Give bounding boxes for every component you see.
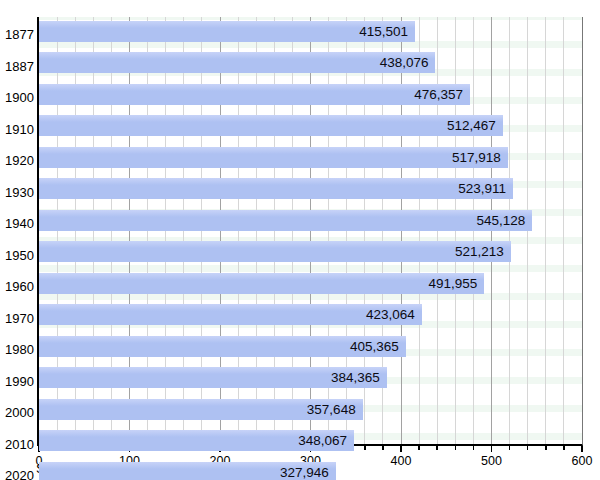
x-tick — [382, 446, 384, 450]
y-axis-label: 1877 — [0, 24, 34, 45]
bar-value-label: 357,648 — [307, 399, 356, 420]
x-tick — [509, 446, 511, 450]
bar: 512,467 — [39, 115, 503, 136]
bar-value-label: 327,946 — [280, 462, 329, 480]
y-axis-label: 1990 — [0, 371, 34, 392]
bar: 545,128 — [39, 210, 532, 231]
bar: 438,076 — [39, 52, 435, 73]
gridline-minor — [455, 17, 456, 444]
population-bar-chart: 1877 415,501 1887 438,076 1900 476,357 1910 512… — [0, 0, 600, 480]
x-tick-label: 500 — [481, 454, 502, 468]
bar: 415,501 — [39, 21, 415, 42]
bar: 517,918 — [39, 147, 508, 168]
bar: 423,064 — [39, 304, 422, 325]
bar-value-label: 545,128 — [477, 210, 526, 231]
bar-value-label: 348,067 — [298, 430, 347, 451]
bar-value-label: 517,918 — [452, 147, 501, 168]
x-tick — [364, 446, 366, 450]
bar-value-label: 384,365 — [331, 367, 380, 388]
bar: 491,955 — [39, 273, 484, 294]
bar: 405,365 — [39, 336, 406, 357]
bar-value-label: 423,064 — [366, 304, 415, 325]
y-axis-label: 1920 — [0, 150, 34, 171]
y-axis-label: 1930 — [0, 182, 34, 203]
bar-value-label: 415,501 — [359, 21, 408, 42]
y-axis-label: 1887 — [0, 56, 34, 77]
y-axis-label: 1900 — [0, 87, 34, 108]
y-axis-label: 1940 — [0, 213, 34, 234]
x-tick — [581, 446, 583, 452]
y-axis-label: 1970 — [0, 308, 34, 329]
y-axis-label: 1960 — [0, 276, 34, 297]
bar-value-label: 521,213 — [455, 241, 504, 262]
gridline-minor — [473, 17, 474, 444]
gridline-minor — [563, 17, 564, 444]
bar-value-label: 476,357 — [414, 84, 463, 105]
x-tick — [400, 446, 402, 452]
y-axis-label: 1950 — [0, 245, 34, 266]
plot-area: 1877415,5011887438,0761900476,3571910512… — [37, 17, 583, 446]
gridline-minor — [437, 17, 438, 444]
bar: 327,946 — [39, 462, 336, 480]
x-tick — [527, 446, 529, 450]
x-tick-label: 600 — [572, 454, 593, 468]
gridline-minor — [509, 17, 510, 444]
bar: 348,067 — [39, 430, 354, 451]
x-tick-label: 400 — [391, 454, 412, 468]
y-axis-label: 2000 — [0, 402, 34, 423]
gridline-minor — [527, 17, 528, 444]
bar-value-label: 491,955 — [428, 273, 477, 294]
gridline-minor — [545, 17, 546, 444]
bar-value-label: 512,467 — [447, 115, 496, 136]
gridline-major — [491, 17, 492, 444]
bar: 523,911 — [39, 178, 513, 199]
bar-value-label: 438,076 — [380, 52, 429, 73]
bar: 476,357 — [39, 84, 470, 105]
bar-value-label: 405,365 — [350, 336, 399, 357]
gridline-major — [401, 17, 402, 444]
bar-value-label: 523,911 — [458, 178, 506, 199]
gridline-minor — [419, 17, 420, 444]
x-tick — [545, 446, 547, 450]
x-tick — [455, 446, 457, 450]
x-tick — [473, 446, 475, 450]
bar: 521,213 — [39, 241, 511, 262]
x-tick — [418, 446, 420, 450]
bar: 357,648 — [39, 399, 363, 420]
y-axis-label: 1980 — [0, 339, 34, 360]
y-axis-label: 1910 — [0, 119, 34, 140]
x-tick — [491, 446, 493, 452]
x-tick — [436, 446, 438, 450]
bar: 384,365 — [39, 367, 387, 388]
x-tick — [563, 446, 565, 450]
